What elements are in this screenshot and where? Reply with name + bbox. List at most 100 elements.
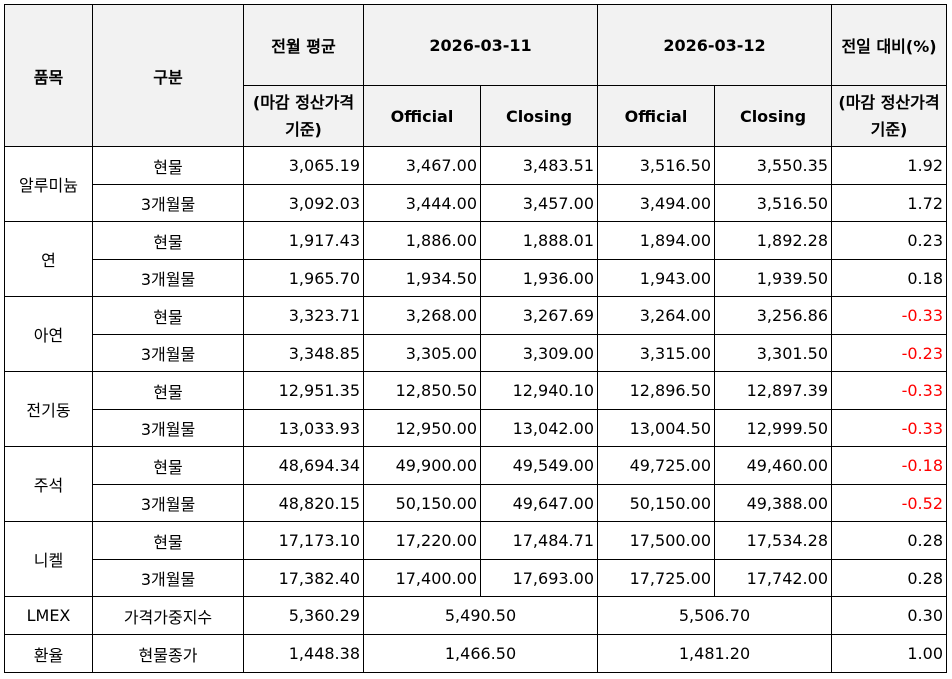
lme-price-table: 품목 구분 전월 평균 2026-03-11 2026-03-12 전일 대비(… [4,4,947,673]
date-2-official-cell: 50,150.00 [597,484,715,522]
item-name-cell: 아연 [4,296,93,372]
date-1-official-cell: 49,900.00 [363,446,481,485]
date-2-closing-cell: 12,999.50 [714,409,832,447]
date-1-closing-cell: 49,647.00 [480,484,598,522]
prev-month-avg-cell: 17,173.10 [243,521,364,560]
item-name-cell: 알루미늄 [4,146,93,222]
date-2-official-cell: 17,725.00 [597,559,715,597]
header-date-2-closing: Closing [714,85,832,147]
day-change-cell: -0.33 [831,371,947,410]
header-category: 구분 [92,4,244,147]
date-1-closing-cell: 3,457.00 [480,184,598,222]
date-1-official-cell: 17,220.00 [363,521,481,560]
category-cell: 현물 [92,446,244,485]
table-row: 전기동 현물 12,951.35 12,850.50 12,940.10 12,896.5… [4,371,947,447]
item-name-cell: 연 [4,221,93,297]
prev-month-avg-cell: 1,448.38 [243,634,364,673]
date-1-closing-cell: 17,484.71 [480,521,598,560]
item-name-cell: 환율 [4,634,93,673]
date-1-closing-cell: 1,888.01 [480,221,598,260]
day-change-cell: -0.33 [831,296,947,335]
day-change-cell: 0.30 [831,596,947,635]
prev-month-avg-cell: 1,917.43 [243,221,364,260]
date-2-closing-cell: 17,534.28 [714,521,832,560]
date-2-closing-cell: 49,460.00 [714,446,832,485]
day-change-cell: 1.92 [831,146,947,185]
prev-month-avg-cell: 48,694.34 [243,446,364,485]
category-cell: 3개월물 [92,259,244,297]
day-change-cell: 0.23 [831,221,947,260]
header-day-change-sub: (마감 정산가격 기준) [831,85,947,147]
date-1-official-cell: 3,268.00 [363,296,481,335]
date-1-official-cell: 3,305.00 [363,334,481,372]
date-2-official-cell: 12,896.50 [597,371,715,410]
category-cell: 현물 [92,221,244,260]
date-2-official-cell: 3,264.00 [597,296,715,335]
date-2-value-cell: 1,481.20 [597,634,832,673]
prev-month-avg-cell: 48,820.15 [243,484,364,522]
date-2-official-cell: 3,315.00 [597,334,715,372]
date-1-official-cell: 12,850.50 [363,371,481,410]
header-day-change: 전일 대비(%) [831,4,947,86]
table-body: 알루미늄 현물 3,065.19 3,467.00 3,483.51 3,516.50 3,… [4,146,947,673]
day-change-cell: 0.28 [831,521,947,560]
date-1-official-cell: 1,886.00 [363,221,481,260]
date-1-value-cell: 5,490.50 [363,596,598,635]
date-2-official-cell: 17,500.00 [597,521,715,560]
date-1-official-cell: 1,934.50 [363,259,481,297]
date-2-closing-cell: 3,550.35 [714,146,832,185]
header-date-2: 2026-03-12 [597,4,832,86]
category-cell: 3개월물 [92,409,244,447]
prev-month-avg-cell: 13,033.93 [243,409,364,447]
date-2-closing-cell: 3,301.50 [714,334,832,372]
header-row-1: 품목 구분 전월 평균 2026-03-11 2026-03-12 전일 대비(… [4,4,947,147]
item-name-cell: LMEX [4,596,93,635]
category-cell: 현물 [92,296,244,335]
date-2-closing-cell: 12,897.39 [714,371,832,410]
category-cell: 3개월물 [92,184,244,222]
category-cell: 가격가중지수 [92,596,244,635]
category-cell: 3개월물 [92,484,244,522]
category-cell: 3개월물 [92,334,244,372]
day-change-cell: -0.18 [831,446,947,485]
header-prev-month-avg: 전월 평균 [243,4,364,86]
category-cell: 현물종가 [92,634,244,673]
table-row: 주석 현물 48,694.34 49,900.00 49,549.00 49,725.00… [4,446,947,522]
date-2-closing-cell: 1,892.28 [714,221,832,260]
date-2-closing-cell: 1,939.50 [714,259,832,297]
day-change-cell: 1.72 [831,184,947,222]
header-date-1-official: Official [363,85,481,147]
table-row: 3개월물 3,348.85 3,305.00 3,309.00 3,315.00 3,30… [5,334,947,372]
table-row: 연 현물 1,917.43 1,886.00 1,888.01 1,894.00 1,892… [4,221,947,297]
date-1-closing-cell: 12,940.10 [480,371,598,410]
prev-month-avg-cell: 17,382.40 [243,559,364,597]
category-cell: 현물 [92,371,244,410]
header-item: 품목 [4,4,93,147]
day-change-cell: 0.28 [831,559,947,597]
table-row: 3개월물 1,965.70 1,934.50 1,936.00 1,943.00 1,93… [5,259,947,297]
header-date-2-official: Official [597,85,715,147]
day-change-cell: 0.18 [831,259,947,297]
date-1-official-cell: 3,444.00 [363,184,481,222]
date-2-closing-cell: 3,256.86 [714,296,832,335]
date-1-official-cell: 50,150.00 [363,484,481,522]
date-2-value-cell: 5,506.70 [597,596,832,635]
prev-month-avg-cell: 3,092.03 [243,184,364,222]
date-1-closing-cell: 3,483.51 [480,146,598,185]
date-2-official-cell: 1,943.00 [597,259,715,297]
date-2-official-cell: 1,894.00 [597,221,715,260]
header-date-1: 2026-03-11 [363,4,598,86]
day-change-cell: -0.33 [831,409,947,447]
date-1-closing-cell: 1,936.00 [480,259,598,297]
prev-month-avg-cell: 12,951.35 [243,371,364,410]
date-2-closing-cell: 49,388.00 [714,484,832,522]
header-prev-month-avg-sub: (마감 정산가격 기준) [243,85,364,147]
day-change-cell: 1.00 [831,634,947,673]
table-row: 환율 현물종가 1,448.38 1,466.50 1,481.20 1.00 [4,634,947,673]
date-2-official-cell: 3,516.50 [597,146,715,185]
date-2-official-cell: 13,004.50 [597,409,715,447]
date-1-closing-cell: 13,042.00 [480,409,598,447]
table-row: LMEX 가격가중지수 5,360.29 5,490.50 5,506.70 0.30 [4,596,947,635]
date-1-official-cell: 12,950.00 [363,409,481,447]
date-1-closing-cell: 3,309.00 [480,334,598,372]
